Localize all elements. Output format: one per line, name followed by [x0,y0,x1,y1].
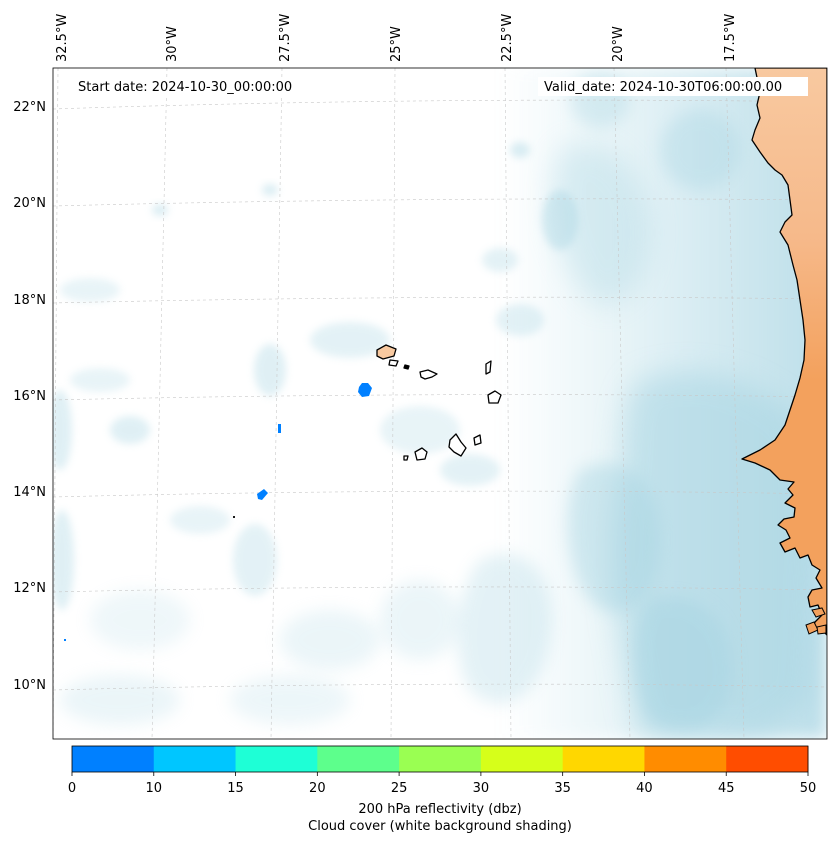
lon-label-22-5w: 22.5°W [500,14,515,62]
map-frame [52,67,828,740]
coastal-islands [805,607,827,635]
colorbar-tick-label: 20 [309,781,326,796]
reflectivity-echoes [64,383,372,641]
lon-label-32-5w: 32.5°W [55,14,70,62]
colorbar-tick-label: 15 [227,781,244,796]
colorbar-tick-label: 35 [554,781,571,796]
colorbar-ticks: 0 10 15 20 25 30 35 40 45 50 [68,772,816,796]
lat-label-14n: 14°N [13,485,46,500]
colorbar-tick-label: 10 [146,781,163,796]
start-date-stamp: Start date: 2024-10-30_00:00:00 [78,80,292,95]
colorbar-tick-label: 30 [473,781,490,796]
valid-date-stamp: Valid_date: 2024-10-30T06:00:00.00 [544,80,782,95]
lat-label-16n: 16°N [13,389,46,404]
lat-label-20n: 20°N [13,196,46,211]
lon-label-20w: 20°W [611,26,626,62]
map-layers [53,68,827,739]
colorbar-tick-label: 0 [68,781,76,796]
longitude-labels: 32.5°W 30°W 27.5°W 25°W 22.5°W 20°W 17.5… [55,14,738,62]
colorbar-tick-label: 50 [800,781,817,796]
valid-date-box [538,77,808,96]
colorbar-cell [562,746,645,772]
lon-label-25w: 25°W [389,26,404,62]
colorbar-frame [71,745,809,773]
colorbar-tick-label: 45 [718,781,735,796]
colorbar-tick-label: 25 [391,781,408,796]
lat-label-10n: 10°N [13,678,46,693]
lat-label-12n: 12°N [13,581,46,596]
colorbar-label-primary: 200 hPa reflectivity (dbz) [358,802,521,817]
colorbar-cell [235,746,318,772]
lat-label-22n: 22°N [13,100,46,115]
lat-label-18n: 18°N [13,293,46,308]
colorbar-cells [72,746,809,772]
colorbar-cell [153,746,237,772]
colorbar-cell [72,746,155,772]
cloud-cover-shading [53,68,827,739]
latitude-labels: 22°N 20°N 18°N 16°N 14°N 12°N 10°N [13,100,46,693]
start-date-box [72,77,315,96]
lon-label-17-5w: 17.5°W [723,14,738,62]
colorbar-cell [399,746,482,772]
africa-coast-land [741,68,827,636]
colorbar-cell [726,746,809,772]
colorbar-cell [317,746,400,772]
cape-verde-islands [376,344,502,461]
lon-label-30w: 30°W [165,26,180,62]
colorbar-tick-label: 40 [636,781,653,796]
colorbar-label-secondary: Cloud cover (white background shading) [308,819,572,834]
lon-label-27-5w: 27.5°W [278,14,293,62]
colorbar: 0 10 15 20 25 30 35 40 45 50 200 hPa reflectivity… [68,745,816,834]
colorbar-cell [480,746,564,772]
colorbar-cell [644,746,727,772]
map-gridlines [53,68,827,739]
